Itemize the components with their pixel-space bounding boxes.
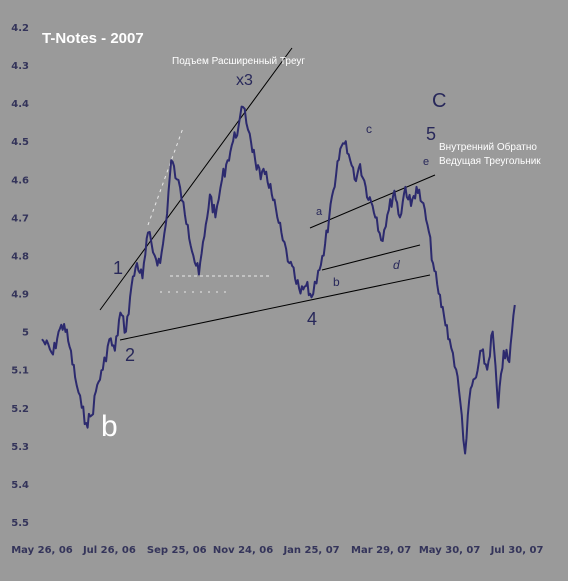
x-tick-label: Mar 29, 07 — [351, 545, 411, 556]
x-tick-label: Nov 24, 06 — [213, 545, 273, 556]
wave-label-e: e — [423, 156, 430, 168]
wave-label-C: C — [432, 90, 447, 112]
wave-label-b-small: b — [333, 275, 340, 289]
trendline-triangle-upper — [309, 174, 436, 229]
y-tick-label: 4.2 — [11, 23, 29, 34]
wave-label-5: 5 — [426, 124, 437, 144]
trendline-upper-x3 — [99, 47, 293, 311]
y-tick-label: 4.6 — [11, 175, 29, 186]
y-tick-label: 5 — [22, 328, 29, 339]
note-inner-line-2: Ведущая Треугольник — [439, 156, 541, 167]
trendline-lower-2-4 — [119, 274, 431, 341]
note-inner-line-1: Внутренний Обратно — [439, 142, 537, 153]
x-tick-label: Jan 25, 07 — [282, 545, 339, 556]
y-tick-label: 5.5 — [11, 518, 29, 529]
y-tick-label: 4.3 — [11, 61, 29, 72]
wave-label-c: c — [366, 122, 372, 136]
y-tick-label: 4.5 — [11, 137, 29, 148]
wave-label-1: 1 — [113, 258, 124, 278]
wave-label-d: d — [393, 258, 400, 272]
trend-lines — [99, 47, 436, 341]
wave-label-b-major: b — [101, 410, 118, 443]
y-tick-label: 4.9 — [11, 290, 29, 301]
x-tick-label: May 26, 06 — [11, 545, 73, 556]
y-axis-ticks: 4.2 4.3 4.4 4.5 4.6 4.7 4.8 4.9 5 5.1 5.2 5.3 5.4 5.5 — [11, 23, 29, 529]
guide-line-light-3 — [147, 127, 184, 226]
wave-label-2: 2 — [125, 345, 136, 365]
x-tick-label: Jul 30, 07 — [490, 545, 544, 556]
chart-title: T-Notes - 2007 — [42, 30, 144, 47]
y-tick-label: 4.4 — [11, 99, 29, 110]
x-tick-label: Sep 25, 06 — [147, 545, 207, 556]
y-tick-label: 5.3 — [11, 442, 29, 453]
note-expanding-triangle: Подъем Расширенный Треуг — [172, 56, 306, 67]
price-series-line — [41, 105, 516, 455]
wave-label-4: 4 — [307, 309, 318, 329]
y-tick-label: 5.1 — [11, 366, 29, 377]
y-tick-label: 5.2 — [11, 404, 29, 415]
x-tick-label: Jul 26, 06 — [82, 545, 136, 556]
trendline-triangle-lower — [321, 244, 421, 271]
wave-label-a: a — [316, 206, 323, 218]
x-axis-ticks: May 26, 06 Jul 26, 06 Sep 25, 06 Nov 24, 06… — [11, 545, 543, 556]
x-tick-label: May 30, 07 — [419, 545, 481, 556]
y-tick-label: 4.8 — [11, 251, 29, 262]
wave-label-x3: x3 — [236, 72, 253, 89]
y-tick-label: 4.7 — [11, 213, 29, 224]
y-tick-label: 5.4 — [11, 480, 29, 491]
